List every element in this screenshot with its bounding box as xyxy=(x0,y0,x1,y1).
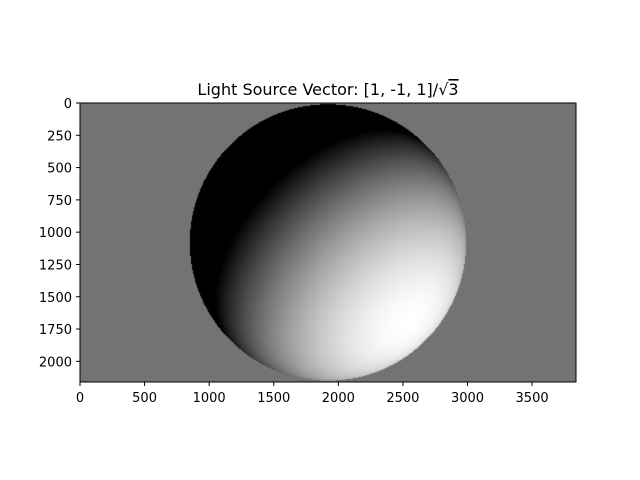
y-axis: 0 250 500 750 1000 1250 1500 1750 2000 xyxy=(39,97,80,370)
x-axis: 0 500 1000 1500 2000 2500 3000 3500 xyxy=(76,382,549,406)
x-tick-label: 3000 xyxy=(451,391,484,406)
x-tick-label: 500 xyxy=(132,391,157,406)
title-root-argument: 3 xyxy=(448,80,458,99)
y-tick-label: 1750 xyxy=(39,323,72,338)
x-tick-label: 1000 xyxy=(193,391,226,406)
y-tick-label: 1500 xyxy=(39,291,72,306)
x-tick-label: 3500 xyxy=(516,391,549,406)
x-tick-label: 2500 xyxy=(386,391,419,406)
chart-title: Light Source Vector: [1, -1, 1]/√3 xyxy=(197,80,458,99)
y-tick-label: 750 xyxy=(47,194,72,209)
axes-frame xyxy=(79,102,577,383)
y-tick-label: 1250 xyxy=(39,258,72,273)
shaded-sphere-image-container xyxy=(80,103,576,382)
shaded-sphere-image xyxy=(80,103,576,382)
x-tick-label: 2000 xyxy=(322,391,355,406)
y-tick-label: 1000 xyxy=(39,226,72,241)
y-tick-label: 500 xyxy=(47,162,72,177)
x-tick-label: 1500 xyxy=(257,391,290,406)
x-tick-label: 0 xyxy=(76,391,84,406)
y-tick-label: 250 xyxy=(47,129,72,144)
y-tick-label: 0 xyxy=(64,97,72,112)
plot-area xyxy=(79,102,577,383)
y-tick-label: 2000 xyxy=(39,355,72,370)
